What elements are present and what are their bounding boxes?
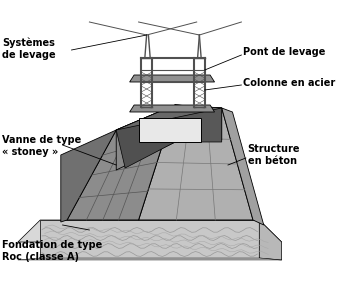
Polygon shape bbox=[18, 258, 282, 260]
Text: Systèmes
de levage: Systèmes de levage bbox=[2, 38, 55, 60]
Polygon shape bbox=[222, 108, 264, 225]
Text: Roc (classe A): Roc (classe A) bbox=[2, 252, 79, 262]
Text: Fondation de type: Fondation de type bbox=[2, 240, 102, 250]
Text: Structure
en béton: Structure en béton bbox=[248, 144, 300, 166]
Text: Vanne de type: Vanne de type bbox=[2, 135, 81, 145]
Polygon shape bbox=[139, 118, 201, 142]
Polygon shape bbox=[116, 105, 222, 130]
Polygon shape bbox=[130, 105, 215, 112]
Polygon shape bbox=[139, 105, 253, 220]
Polygon shape bbox=[67, 105, 175, 220]
Polygon shape bbox=[116, 105, 175, 168]
Polygon shape bbox=[175, 105, 222, 142]
Polygon shape bbox=[18, 220, 282, 242]
Text: Pont de levage: Pont de levage bbox=[243, 47, 325, 57]
Polygon shape bbox=[116, 105, 175, 170]
Text: Colonne en acier: Colonne en acier bbox=[243, 78, 335, 88]
Polygon shape bbox=[259, 220, 282, 260]
Text: « stoney »: « stoney » bbox=[2, 147, 58, 157]
Polygon shape bbox=[130, 75, 215, 82]
Polygon shape bbox=[175, 105, 222, 142]
Polygon shape bbox=[61, 130, 116, 222]
Polygon shape bbox=[40, 220, 259, 258]
